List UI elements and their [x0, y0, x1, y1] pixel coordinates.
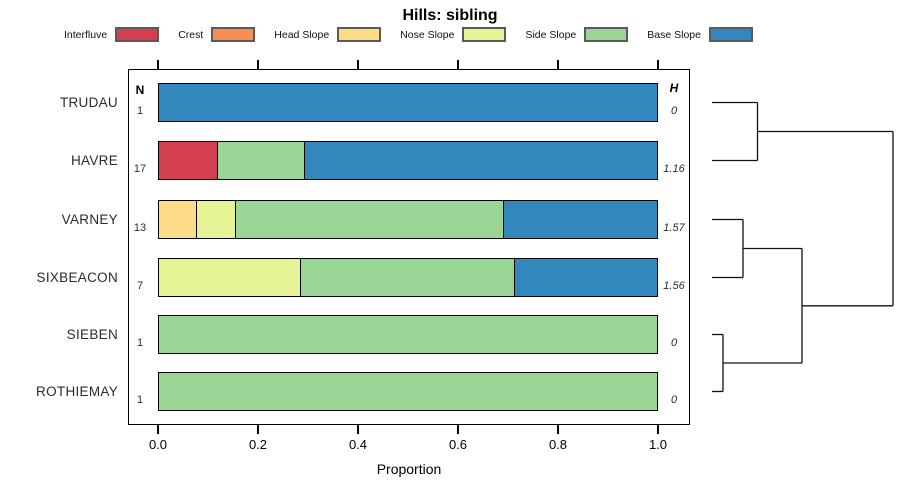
n-value: 1: [136, 394, 144, 406]
legend-item-crest: Crest: [178, 27, 256, 42]
cluster-dendrogram: [712, 101, 894, 393]
chart-title: Hills: sibling: [402, 7, 498, 24]
bar-segment-base-slope: [514, 259, 657, 296]
bar-segment-side-slope: [235, 201, 504, 238]
axis-tick-label: 0.8: [548, 437, 568, 452]
axis-tick: [357, 425, 359, 434]
axis-tick: [257, 425, 259, 434]
n-column-header: N: [135, 83, 145, 97]
n-value: 13: [133, 222, 147, 234]
n-value: 1: [136, 105, 144, 117]
legend-item-interfluve: Interfluve: [64, 27, 160, 42]
legend-swatch: [584, 27, 629, 42]
stacked-bar-havre: [158, 141, 658, 180]
row-label-trudau: TRUDAU: [59, 95, 118, 110]
axis-tick-label: 1.0: [648, 437, 668, 452]
row-label-rothiemay: ROTHIEMAY: [36, 384, 118, 399]
stacked-bar-trudau: [158, 83, 658, 122]
axis-tick-label: 0.0: [148, 437, 168, 452]
h-value: 0: [670, 394, 678, 406]
h-column-header: H: [669, 81, 679, 95]
legend-swatch: [115, 27, 160, 42]
row-label-havre: HAVRE: [70, 153, 118, 168]
axis-tick-label: 0.2: [248, 437, 268, 452]
legend-item-side-slope: Side Slope: [525, 27, 629, 42]
h-value: 1.16: [663, 163, 685, 175]
bar-segment-base-slope: [305, 142, 657, 179]
bar-segment-head-slope: [159, 201, 198, 238]
bar-segment-base-slope: [159, 84, 657, 121]
bar-segment-interfluve: [159, 142, 218, 179]
axis-tick: [657, 425, 659, 434]
bar-segment-side-slope: [159, 373, 657, 410]
row-label-varney: VARNEY: [61, 212, 118, 227]
stacked-bar-sieben: [158, 315, 658, 354]
plot-area: [128, 69, 690, 425]
bar-segment-side-slope: [159, 316, 657, 353]
bar-segment-nose-slope: [159, 259, 302, 296]
axis-tick: [557, 60, 559, 69]
row-label-sixbeacon: SIXBEACON: [36, 270, 118, 285]
axis-tick: [457, 60, 459, 69]
axis-tick: [557, 425, 559, 434]
legend-label: Nose Slope: [400, 28, 455, 41]
legend-swatch: [211, 27, 256, 42]
legend-label: Interfluve: [64, 28, 108, 41]
n-value: 7: [136, 280, 144, 292]
legend-swatch: [462, 27, 507, 42]
h-value: 0: [670, 337, 678, 349]
legend-label: Side Slope: [525, 28, 577, 41]
axis-tick: [357, 60, 359, 69]
legend-item-head-slope: Head Slope: [274, 27, 382, 42]
h-value: 1.57: [663, 222, 685, 234]
n-value: 1: [136, 337, 144, 349]
stacked-bar-rothiemay: [158, 372, 658, 411]
legend: Interfluve Crest Head Slope Nose Slope Side …: [64, 27, 753, 42]
legend-item-nose-slope: Nose Slope: [400, 27, 507, 42]
h-value: 1.56: [663, 280, 685, 292]
bar-segment-side-slope: [301, 259, 515, 296]
axis-tick: [657, 60, 659, 69]
legend-label: Base Slope: [647, 28, 701, 41]
axis-tick: [257, 60, 259, 69]
axis-tick: [157, 425, 159, 434]
axis-tick: [157, 60, 159, 69]
h-value: 0: [670, 105, 678, 117]
axis-tick-label: 0.4: [348, 437, 368, 452]
axis-tick-label: 0.6: [448, 437, 468, 452]
legend-item-base-slope: Base Slope: [647, 27, 753, 42]
row-label-sieben: SIEBEN: [66, 327, 118, 342]
bar-segment-base-slope: [503, 201, 657, 238]
n-value: 17: [133, 163, 147, 175]
bar-segment-side-slope: [217, 142, 306, 179]
legend-swatch: [708, 27, 753, 42]
stacked-bar-varney: [158, 200, 658, 239]
legend-label: Head Slope: [274, 28, 330, 41]
legend-swatch: [337, 27, 382, 42]
x-axis-title: Proportion: [376, 461, 442, 477]
axis-tick: [457, 425, 459, 434]
stacked-bar-sixbeacon: [158, 258, 658, 297]
legend-label: Crest: [178, 28, 204, 41]
bar-segment-nose-slope: [197, 201, 236, 238]
